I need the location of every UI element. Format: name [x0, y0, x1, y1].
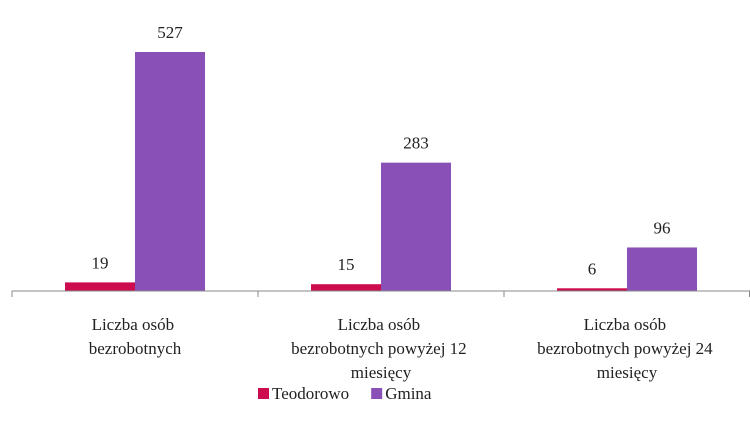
legend-label: Gmina: [385, 384, 432, 403]
bar: [627, 247, 697, 291]
bar: [65, 282, 135, 291]
bar: [135, 52, 205, 291]
value-label: 6: [588, 259, 597, 278]
legend-label: Teodorowo: [272, 384, 349, 403]
x-tick-label: Liczba osób bezrobotnych powyżej 12 mies…: [291, 315, 471, 382]
value-label: 96: [654, 218, 671, 237]
x-tick-label: Liczba osób bezrobotnych powyżej 24 mies…: [537, 315, 717, 382]
value-label: 283: [403, 134, 429, 153]
legend-swatch: [371, 388, 383, 399]
bar: [557, 288, 627, 291]
bar: [381, 162, 451, 291]
bar: [311, 284, 381, 291]
value-label: 15: [338, 255, 355, 274]
legend-swatch: [258, 388, 269, 399]
x-tick-label: Liczba osób bezrobotnych: [89, 315, 182, 358]
value-label: 19: [92, 253, 109, 272]
value-label: 527: [157, 23, 183, 42]
